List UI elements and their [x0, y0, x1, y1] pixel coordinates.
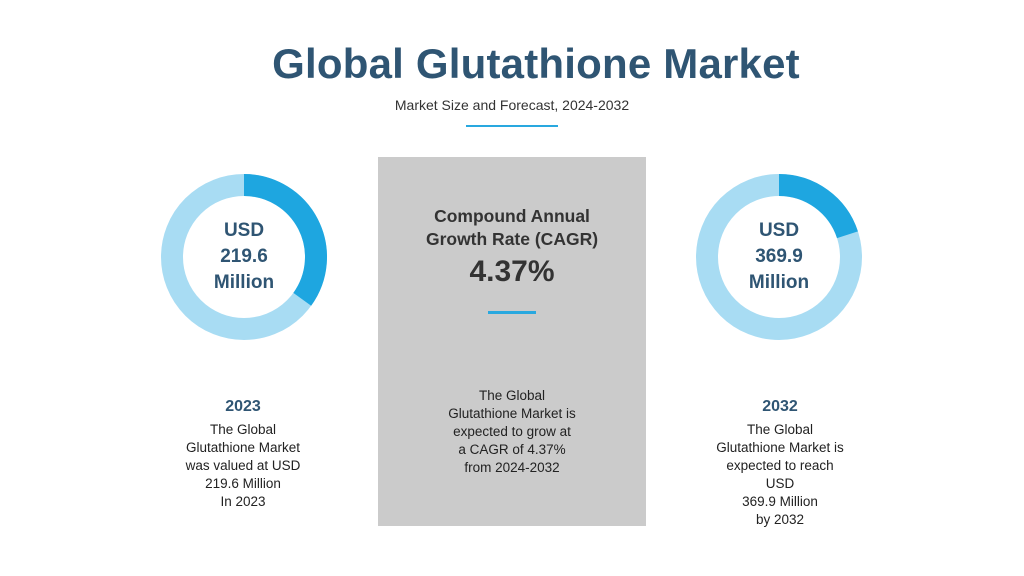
donut-2023: USD 219.6 Million — [160, 173, 328, 341]
donut-2023-amount: 219.6 — [220, 246, 268, 267]
desc-2032-line: The Global — [746, 422, 814, 437]
cagr-label: Compound Annual Growth Rate (CAGR) — [378, 205, 646, 251]
desc-2032-line: USD — [765, 476, 795, 491]
year-2023: 2023 — [225, 398, 261, 415]
cagr-value: 4.37% — [469, 255, 555, 288]
donut-2032-highlight — [778, 174, 858, 239]
desc-2023-line: The Global — [209, 422, 277, 437]
cagr-desc-line: expected to grow at — [453, 424, 571, 439]
cagr-desc-line: The Global — [478, 388, 546, 403]
donut-2023-highlight — [243, 174, 327, 306]
desc-2023: The Global Glutathione Market was valued… — [153, 421, 333, 511]
cagr-divider — [488, 311, 536, 314]
desc-2032-line: Glutathione Market is — [716, 440, 844, 455]
cagr-desc-line: a CAGR of 4.37% — [458, 442, 566, 457]
donut-2023-value: USD 219.6 Million — [160, 173, 328, 341]
subtitle-divider — [466, 125, 558, 127]
donut-2032-unit: Million — [748, 272, 810, 293]
desc-2032-line: expected to reach — [726, 458, 834, 473]
donut-2023-currency: USD — [223, 220, 265, 241]
cagr-label-line: Compound Annual — [434, 206, 590, 226]
cagr-desc-line: Glutathione Market is — [448, 406, 576, 421]
cagr-panel — [378, 157, 646, 526]
page-title: Global Glutathione Market — [272, 40, 800, 87]
desc-2023-line: Glutathione Market — [185, 440, 301, 455]
donut-2032-value: USD 369.9 Million — [695, 173, 863, 341]
donut-2032: USD 369.9 Million — [695, 173, 863, 341]
desc-2023-line: was valued at USD — [185, 458, 301, 473]
page-subtitle: Market Size and Forecast, 2024-2032 — [394, 97, 630, 113]
desc-2032-line: by 2032 — [755, 512, 805, 527]
desc-2032: The Global Glutathione Market is expecte… — [690, 421, 870, 529]
donut-2032-ring — [696, 174, 862, 340]
cagr-desc-line: from 2024-2032 — [464, 460, 560, 475]
donut-2023-unit: Million — [213, 272, 275, 293]
cagr-label-line: Growth Rate (CAGR) — [425, 229, 599, 249]
donut-2032-amount: 369.9 — [755, 246, 803, 267]
cagr-description: The Global Glutathione Market is expecte… — [420, 387, 604, 477]
desc-2023-line: 219.6 Million — [205, 476, 281, 491]
year-2032: 2032 — [762, 398, 798, 415]
donut-2032-currency: USD — [758, 220, 800, 241]
donut-2023-ring — [161, 174, 327, 340]
desc-2023-line: In 2023 — [220, 494, 266, 509]
desc-2032-line: 369.9 Million — [742, 494, 818, 509]
